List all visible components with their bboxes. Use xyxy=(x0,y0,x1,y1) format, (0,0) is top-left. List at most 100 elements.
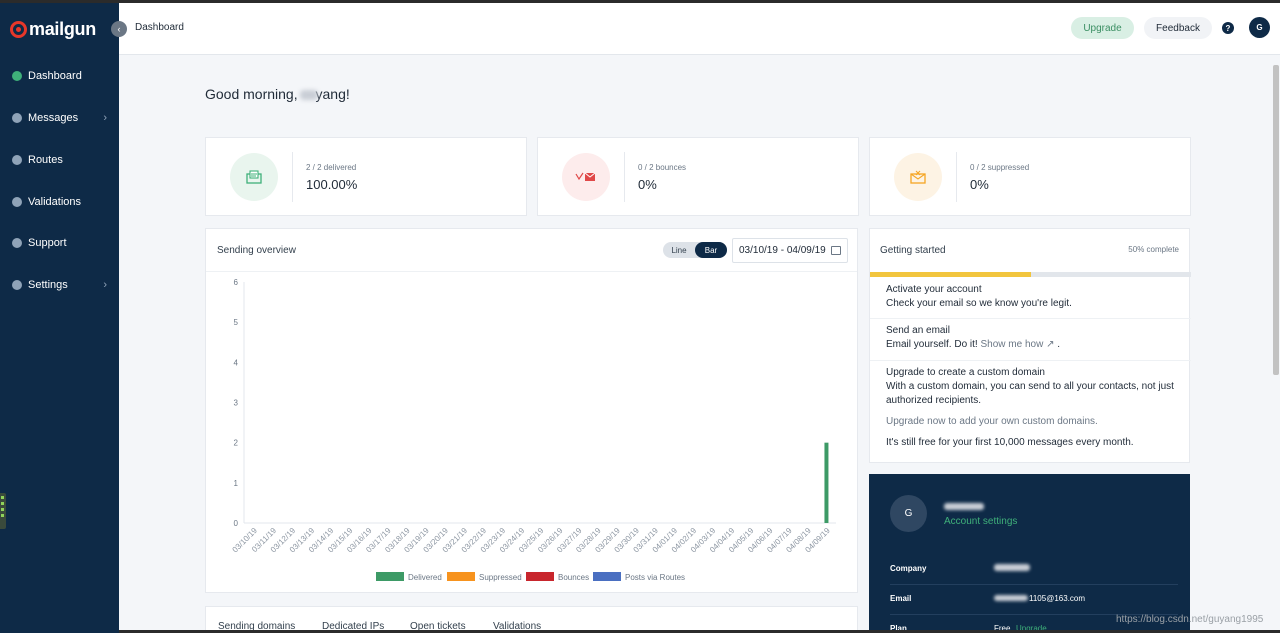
sidebar-item-label: Support xyxy=(28,237,67,249)
plan-upgrade-link[interactable]: Upgrade xyxy=(1016,624,1047,633)
legend-swatch xyxy=(526,572,554,581)
step-end: . xyxy=(1057,339,1061,350)
line-toggle-option[interactable]: Line xyxy=(671,245,687,255)
sidebar-item-dashboard[interactable]: Dashboard xyxy=(0,61,119,91)
step-title: Activate your account xyxy=(886,284,982,295)
help-circle-icon xyxy=(12,238,22,248)
redacted-account-name xyxy=(944,503,984,510)
y-tick-label: 4 xyxy=(234,358,239,367)
sidebar-item-messages[interactable]: Messages › xyxy=(0,103,119,133)
bottom-tabs: Sending domains Dedicated IPs Open ticke… xyxy=(205,606,858,633)
legend-label: Bounces xyxy=(558,573,589,582)
date-range-picker[interactable]: 03/10/19 - 04/09/19 xyxy=(732,238,848,263)
page-scrollbar[interactable] xyxy=(1273,65,1279,375)
bar-toggle-option[interactable]: Bar xyxy=(695,242,727,258)
gear-icon xyxy=(12,280,22,290)
divider xyxy=(890,614,1178,615)
calendar-icon xyxy=(831,246,841,255)
legend-label: Suppressed xyxy=(479,573,522,582)
redacted-email xyxy=(994,595,1028,601)
tab-validations[interactable]: Validations xyxy=(493,621,542,632)
divider xyxy=(870,360,1191,361)
account-avatar: G xyxy=(890,495,927,532)
progress-label: 50% complete xyxy=(1128,245,1179,254)
y-tick-label: 5 xyxy=(234,318,239,327)
routes-icon xyxy=(12,155,22,165)
stat-icon-circle xyxy=(562,153,610,201)
greeting-prefix: Good morning, xyxy=(205,86,298,102)
upgrade-button[interactable]: Upgrade xyxy=(1071,17,1134,39)
stat-label: 2 / 2 delivered xyxy=(306,163,357,172)
step-desc: With a custom domain, you can send to al… xyxy=(886,381,1174,406)
email-value: 1105@163.com xyxy=(1029,594,1086,603)
sidebar-item-label: Settings xyxy=(28,279,68,291)
side-handle[interactable] xyxy=(0,493,6,529)
sidebar: mailgun Dashboard Messages › Routes Vali… xyxy=(0,3,119,633)
tab-sending-domains[interactable]: Sending domains xyxy=(218,621,296,632)
stat-icon-circle xyxy=(894,153,942,201)
breadcrumb: Dashboard xyxy=(135,22,184,33)
tab-open-tickets[interactable]: Open tickets xyxy=(410,621,466,632)
account-panel: G Account settings Company Email 1105@16… xyxy=(869,474,1190,633)
legend-swatch xyxy=(593,572,621,581)
y-tick-label: 0 xyxy=(234,519,239,528)
paper-plane-icon xyxy=(12,113,22,123)
window-top-strip xyxy=(0,0,1280,3)
step-desc: Check your email so we know you're legit… xyxy=(886,298,1072,309)
step-title: Upgrade to create a custom domain xyxy=(886,367,1045,378)
divider xyxy=(870,318,1191,319)
step-send-email: Send an email Email yourself. Do it! Sho… xyxy=(886,324,1181,352)
account-settings-link[interactable]: Account settings xyxy=(944,516,1018,527)
stat-label: 0 / 2 suppressed xyxy=(970,163,1030,172)
plan-value: Free xyxy=(994,624,1011,633)
show-me-how-link[interactable]: Show me how xyxy=(980,339,1044,350)
sidebar-item-settings[interactable]: Settings › xyxy=(0,270,119,300)
delivered-envelope-icon xyxy=(230,153,278,201)
legend-label: Delivered xyxy=(408,573,442,582)
sidebar-item-label: Validations xyxy=(28,196,81,208)
sidebar-item-label: Routes xyxy=(28,154,63,166)
chart-type-toggle: Line Bar xyxy=(663,242,727,258)
stat-value: 0% xyxy=(970,177,989,192)
sidebar-item-label: Dashboard xyxy=(28,70,82,82)
tab-dedicated-ips[interactable]: Dedicated IPs xyxy=(322,621,385,632)
stat-card-bounces: 0 / 2 bounces 0% xyxy=(537,137,859,216)
stat-label: 0 / 2 bounces xyxy=(638,163,687,172)
collapse-sidebar-button[interactable]: ‹ xyxy=(111,21,127,37)
top-header: Dashboard Upgrade Feedback ? G xyxy=(119,3,1280,55)
dashboard-icon xyxy=(12,71,22,81)
sending-overview-chart: 012345603/10/1903/11/1903/12/1903/13/190… xyxy=(231,278,836,582)
y-tick-label: 3 xyxy=(234,399,239,408)
redacted-name xyxy=(299,90,318,101)
company-label: Company xyxy=(890,564,927,573)
step-desc: Email yourself. Do it! xyxy=(886,339,978,350)
sidebar-item-support[interactable]: Support xyxy=(0,228,119,258)
help-icon[interactable]: ? xyxy=(1222,22,1234,34)
external-link-icon: ↗ xyxy=(1046,339,1055,350)
bounced-envelope-icon xyxy=(562,153,610,201)
sidebar-item-routes[interactable]: Routes xyxy=(0,145,119,175)
validations-icon xyxy=(12,197,22,207)
panel-title: Sending overview xyxy=(217,245,296,256)
legend-swatch xyxy=(447,572,475,581)
chevron-right-icon: › xyxy=(103,279,107,291)
redacted-company xyxy=(994,564,1030,571)
brand-name: mailgun xyxy=(29,19,96,39)
sidebar-item-validations[interactable]: Validations xyxy=(0,187,119,217)
watermark: https://blog.csdn.net/guyang1995 xyxy=(1116,614,1264,625)
window-bottom-strip xyxy=(119,630,1280,633)
divider xyxy=(292,152,293,202)
divider xyxy=(624,152,625,202)
mailgun-logo-icon xyxy=(10,21,27,38)
mailgun-logo[interactable]: mailgun xyxy=(10,19,96,40)
panel-title: Getting started xyxy=(880,245,946,256)
progress-fill xyxy=(870,272,1031,277)
chevron-right-icon: › xyxy=(103,112,107,124)
suppressed-envelope-icon xyxy=(894,153,942,201)
date-range-value: 03/10/19 - 04/09/19 xyxy=(739,245,826,256)
feedback-button[interactable]: Feedback xyxy=(1144,17,1212,39)
divider xyxy=(890,584,1178,585)
legend-label: Posts via Routes xyxy=(625,573,685,582)
y-tick-label: 2 xyxy=(234,439,239,448)
avatar[interactable]: G xyxy=(1249,17,1270,38)
